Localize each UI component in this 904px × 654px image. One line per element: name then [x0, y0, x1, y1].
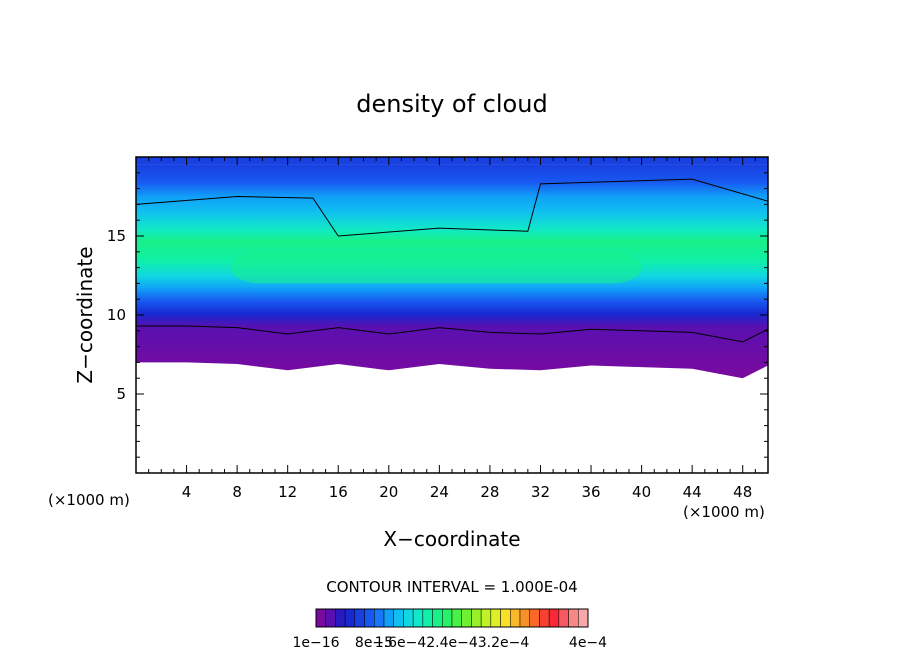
x-tick-label: 40	[632, 483, 651, 501]
y-tick-label: 5	[116, 385, 126, 403]
colorbar-swatch	[432, 608, 443, 628]
y-tick-label: 10	[107, 306, 126, 324]
y-tick-label: 15	[107, 227, 126, 245]
chart-title: density of cloud	[356, 90, 547, 118]
colorbar-swatch	[519, 608, 530, 628]
x-tick-label: 24	[430, 483, 449, 501]
x-tick-label: 16	[329, 483, 348, 501]
colorbar-swatch	[335, 608, 346, 628]
x-tick-label: 4	[182, 483, 192, 501]
colorbar-label: 4e−4	[569, 635, 607, 651]
x-tick-label: 28	[480, 483, 499, 501]
upper-contour-line	[136, 178, 768, 237]
colorbar-swatch	[374, 608, 385, 628]
colorbar-swatch	[442, 608, 453, 628]
x-tick-label: 36	[581, 483, 600, 501]
colorbar-swatch	[539, 608, 550, 628]
colorbar-swatch	[412, 608, 424, 628]
colorbar-swatch	[480, 608, 492, 628]
colorbar-swatch	[354, 608, 365, 628]
x-unit-left: (×1000 m)	[48, 491, 130, 509]
y-axis-label: Z−coordinate	[73, 246, 97, 383]
colorbar-swatch	[529, 608, 540, 628]
y-axis: 5 10 15	[107, 172, 768, 458]
x-axis-label: X−coordinate	[383, 527, 520, 551]
colorbar-swatch	[315, 608, 326, 628]
colorbar-swatch	[461, 608, 472, 628]
x-unit-right: (×1000 m)	[683, 503, 765, 521]
x-tick-label: 12	[278, 483, 297, 501]
colorbar-swatch	[500, 608, 511, 628]
colorbar-label: 8e−5	[355, 635, 393, 651]
x-axis: 4 8 12 16 20 24 28 32 36 40 44 48	[148, 157, 756, 501]
x-tick-label: 32	[531, 483, 550, 501]
colorbar-swatch	[344, 608, 356, 628]
lower-contour-line	[136, 325, 768, 343]
density-field	[136, 157, 768, 379]
x-tick-label: 20	[379, 483, 398, 501]
max-density-band	[230, 251, 642, 284]
colorbar-swatch	[471, 608, 482, 628]
contour-interval-text: CONTOUR INTERVAL = 1.000E-04	[326, 578, 577, 596]
colorbar-swatch	[383, 608, 394, 628]
colorbar-label: 1.6e−42.4e−43.2e−4	[375, 635, 530, 651]
colorbar-swatch	[510, 608, 521, 628]
colorbar-swatch	[548, 608, 560, 628]
colorbar-labels: 1e−16 8e−51.6e−42.4e−43.2e−4 4e−4	[292, 635, 607, 651]
colorbar-swatch	[325, 608, 336, 628]
colorbar-swatch	[364, 608, 375, 628]
colorbar-swatch	[393, 608, 404, 628]
x-tick-label: 8	[232, 483, 242, 501]
colorbar-swatch	[578, 608, 589, 628]
colorbar-label: 1e−16	[292, 635, 339, 651]
colorbar-swatch	[422, 608, 433, 628]
colorbar-swatch	[558, 608, 569, 628]
colorbar-swatch	[403, 608, 414, 628]
colorbar-swatch	[490, 608, 501, 628]
x-tick-label: 48	[733, 483, 752, 501]
colorbar-frame	[315, 608, 589, 628]
x-tick-label: 44	[683, 483, 702, 501]
colorbar-swatch	[568, 608, 579, 628]
colorbar-swatch	[451, 608, 462, 628]
colorbar	[315, 608, 589, 628]
